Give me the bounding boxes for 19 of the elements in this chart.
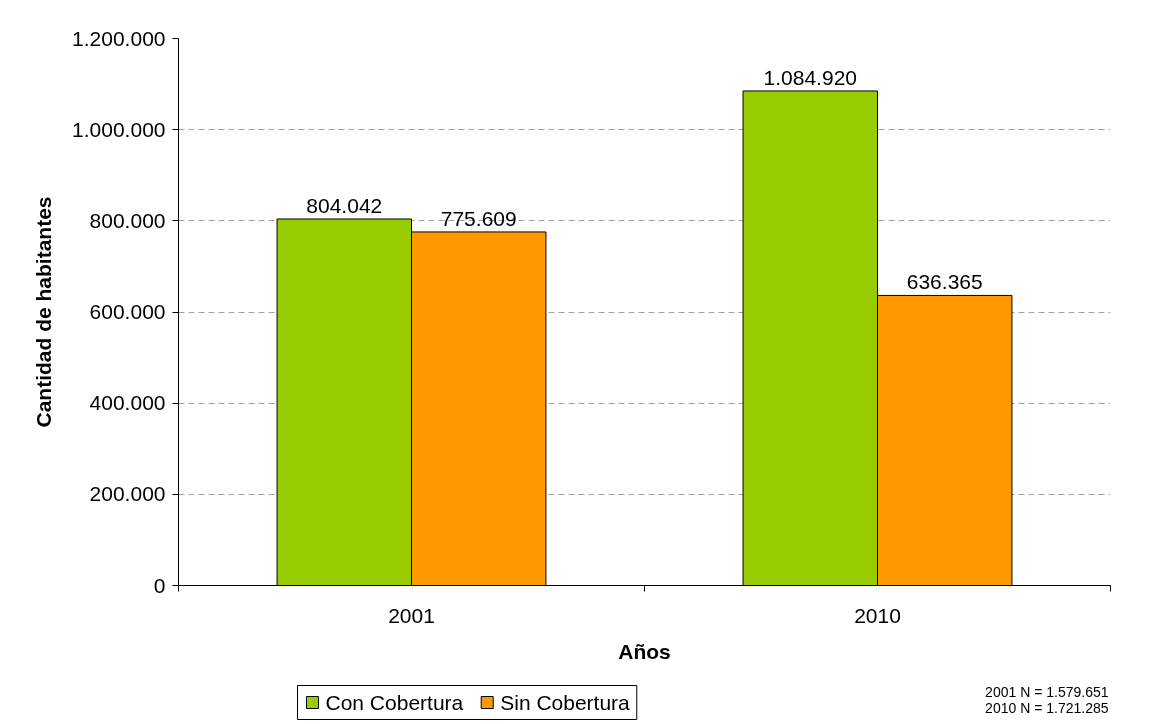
data-label: 804.042 <box>306 193 383 217</box>
y-tick-label: 200.000 <box>89 482 166 506</box>
legend-label: Sin Cobertura <box>500 691 631 714</box>
y-tick-label: 0 <box>153 573 166 597</box>
data-label: 1.084.920 <box>763 65 858 89</box>
y-tick-label: 1.000.000 <box>72 117 166 141</box>
y-axis-title: Cantidad de habitantes <box>32 196 56 428</box>
x-tick-label: 2001 <box>388 603 435 627</box>
y-tick-label: 400.000 <box>89 391 166 415</box>
y-tick-label: 800.000 <box>89 208 166 232</box>
text: 2001 N = 1.579.651 <box>985 683 1109 700</box>
y-tick-label: 600.000 <box>89 300 166 323</box>
text: 2010 N = 1.721.285 <box>985 699 1109 716</box>
data-label: 636.365 <box>906 270 983 294</box>
legend-label: Con Cobertura <box>325 691 464 714</box>
x-axis-title: Años <box>618 639 671 663</box>
data-label: 775.609 <box>440 206 517 230</box>
y-tick-label: 1.200.000 <box>72 26 166 50</box>
x-tick-label: 2010 <box>854 603 901 627</box>
